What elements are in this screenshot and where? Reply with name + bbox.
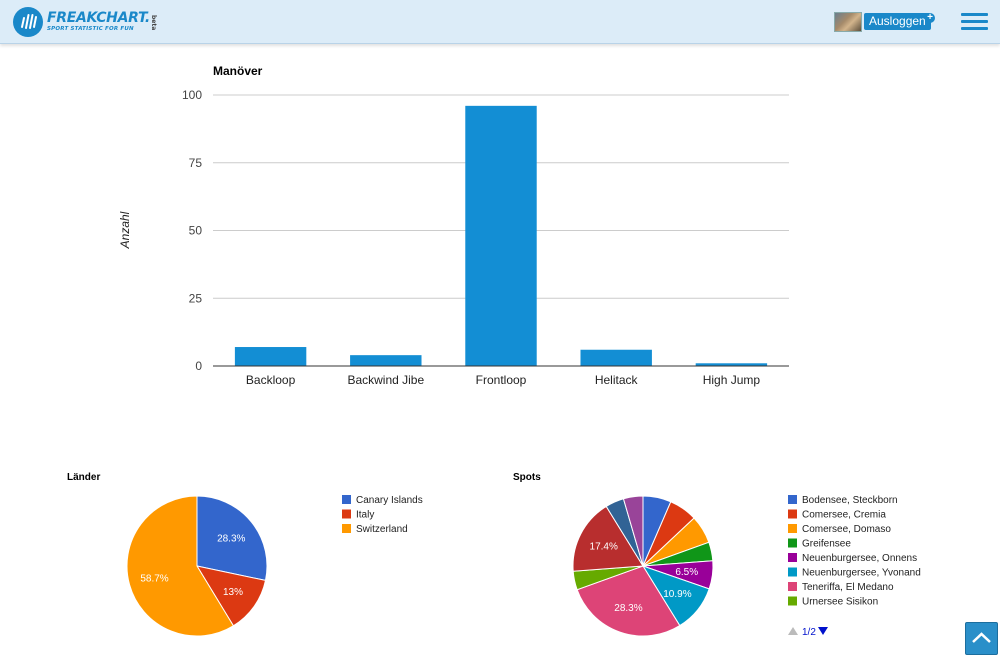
bar[interactable] bbox=[465, 105, 537, 366]
legend-prev-page-icon[interactable] bbox=[788, 627, 798, 635]
legend-swatch bbox=[342, 509, 351, 519]
legend-label[interactable]: Italy bbox=[356, 510, 374, 521]
y-axis-label: Anzahl bbox=[118, 211, 132, 249]
legend-swatch bbox=[788, 538, 797, 548]
pie-slice[interactable] bbox=[576, 565, 681, 637]
x-tick-label: Backwind Jibe bbox=[347, 373, 424, 387]
laender-pie-chart: Länder 28.3% 13% 58.7% Canary Islands Italy Sw… bbox=[67, 472, 423, 637]
legend-label[interactable]: Urnersee Sisikon bbox=[802, 597, 878, 608]
x-tick-label: High Jump bbox=[703, 373, 761, 387]
hamburger-menu-icon[interactable] bbox=[961, 13, 988, 31]
legend-label[interactable]: Switzerland bbox=[356, 524, 408, 535]
legend-swatch bbox=[788, 524, 797, 533]
bar[interactable] bbox=[234, 347, 307, 366]
logo-beta-badge: beta bbox=[150, 15, 157, 31]
pie-slice[interactable] bbox=[196, 495, 268, 582]
top-navigation-bar: FREAKCHART. SPORT STATISTIC FOR FUN beta… bbox=[0, 0, 1000, 44]
bar[interactable] bbox=[695, 363, 768, 366]
pie-slice[interactable] bbox=[622, 495, 644, 567]
legend-swatch bbox=[788, 495, 797, 504]
freakchart-logo[interactable]: FREAKCHART. SPORT STATISTIC FOR FUN beta bbox=[13, 6, 157, 38]
pie-slice-label: 6.5% bbox=[675, 567, 698, 578]
legend-label[interactable]: Teneriffa, El Medano bbox=[802, 582, 894, 593]
legend-label[interactable]: Canary Islands bbox=[356, 495, 423, 506]
plus-circle-icon[interactable]: + bbox=[925, 13, 935, 23]
bar-chart-title: Manöver bbox=[213, 64, 263, 78]
legend-label[interactable]: Bodensee, Steckborn bbox=[802, 495, 898, 506]
legend-label[interactable]: Comersee, Domaso bbox=[802, 524, 891, 535]
pie-title: Länder bbox=[67, 472, 100, 483]
legend-page-indicator: 1/2 bbox=[802, 627, 816, 638]
legend-swatch bbox=[788, 596, 797, 606]
legend-swatch bbox=[788, 567, 797, 577]
logo-title: FREAKCHART. bbox=[47, 10, 150, 26]
manoever-bar-chart: Manöver 0 25 50 75 100 Anzahl Backloop Backwind … bbox=[118, 64, 789, 387]
pie-slice-label: 10.9% bbox=[663, 589, 691, 600]
x-tick-label: Backloop bbox=[246, 373, 296, 387]
legend-swatch bbox=[788, 582, 797, 591]
logout-button[interactable]: Ausloggen bbox=[864, 13, 931, 30]
pie-slice-label: 13% bbox=[223, 587, 243, 598]
legend-label[interactable]: Neuenburgersee, Yvonand bbox=[802, 568, 921, 579]
y-tick-label: 75 bbox=[189, 156, 203, 170]
legend-label[interactable]: Neuenburgersee, Onnens bbox=[802, 553, 917, 564]
chevron-up-icon bbox=[972, 632, 991, 643]
x-tick-label: Frontloop bbox=[476, 373, 527, 387]
y-tick-label: 100 bbox=[182, 88, 202, 102]
scroll-to-top-button[interactable] bbox=[965, 622, 998, 655]
legend-swatch bbox=[788, 509, 797, 519]
logo-bars-icon bbox=[13, 7, 43, 37]
legend-swatch bbox=[342, 495, 351, 504]
bar[interactable] bbox=[350, 355, 422, 366]
y-tick-label: 50 bbox=[189, 224, 203, 238]
pie-slice-label: 28.3% bbox=[614, 603, 642, 614]
legend-label[interactable]: Greifensee bbox=[802, 539, 851, 550]
x-tick-label: Helitack bbox=[595, 373, 639, 387]
y-tick-label: 0 bbox=[195, 359, 202, 373]
spots-pie-chart: Spots 6.5% 10.9% 28.3% 17.4% Bodensee, Steckb… bbox=[513, 472, 921, 638]
bar[interactable] bbox=[580, 349, 652, 366]
pie-slice[interactable] bbox=[195, 565, 267, 627]
pie-slice-label: 28.3% bbox=[217, 534, 245, 545]
legend-next-page-icon[interactable] bbox=[818, 627, 828, 635]
pie-slice[interactable] bbox=[572, 505, 644, 572]
legend-label[interactable]: Comersee, Cremia bbox=[802, 510, 886, 521]
user-avatar[interactable] bbox=[834, 12, 862, 32]
pie-slice[interactable] bbox=[126, 495, 235, 637]
y-tick-label: 25 bbox=[189, 291, 203, 305]
legend-swatch bbox=[788, 553, 797, 562]
pie-title: Spots bbox=[513, 472, 541, 483]
pie-slice-label: 58.7% bbox=[140, 573, 168, 584]
pie-slice-label: 17.4% bbox=[590, 541, 618, 552]
legend-swatch bbox=[342, 524, 351, 533]
logo-tagline: SPORT STATISTIC FOR FUN bbox=[47, 26, 134, 32]
